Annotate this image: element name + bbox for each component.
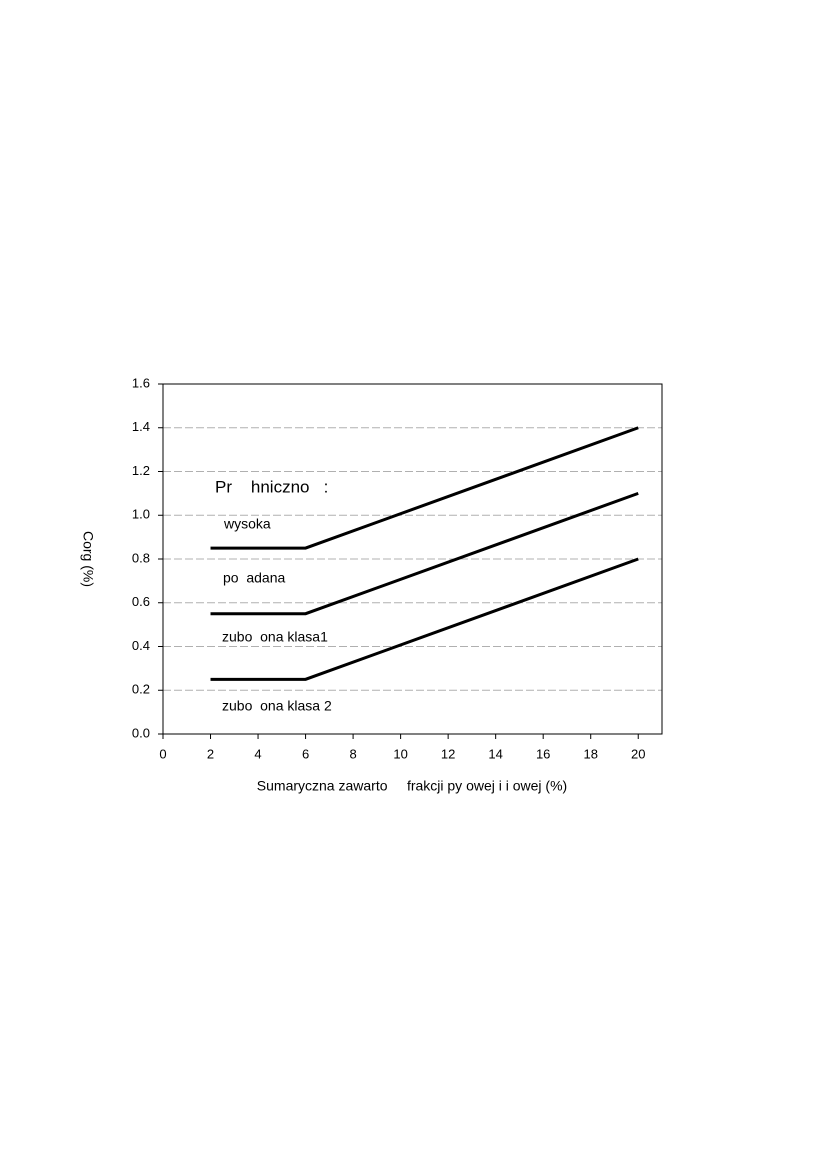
y-tick-label: 0.2 xyxy=(132,682,150,697)
y-tick-label: 0.8 xyxy=(132,550,150,565)
y-tick-label: 1.0 xyxy=(132,507,150,522)
line xyxy=(210,557,639,681)
annotation: zubo ona klasa1 xyxy=(222,629,328,645)
x-tick-label: 20 xyxy=(631,746,645,761)
y-tick-label: 1.4 xyxy=(132,419,150,434)
plot-frame xyxy=(162,383,663,735)
y-tick-label: 1.2 xyxy=(132,463,150,478)
annotation: Pr hniczno : xyxy=(215,477,328,496)
x-tick-label: 18 xyxy=(583,746,597,761)
annotation: wysoka xyxy=(223,516,271,532)
x-tick-label: 12 xyxy=(441,746,455,761)
x-axis-label: Sumaryczna zawarto frakcji py owej i i o… xyxy=(257,778,567,794)
x-tick-label: 6 xyxy=(302,746,309,761)
annotation: po adana xyxy=(223,570,285,586)
line xyxy=(210,491,639,616)
y-tick-label: 0.4 xyxy=(132,638,150,653)
y-tick-label: 0.0 xyxy=(132,725,150,740)
y-tick-label: 0.6 xyxy=(132,594,150,609)
x-tick-label: 0 xyxy=(159,746,166,761)
x-tick-label: 10 xyxy=(393,746,407,761)
line xyxy=(210,426,639,550)
x-tick-label: 2 xyxy=(207,746,214,761)
annotation: zubo ona klasa 2 xyxy=(222,698,332,714)
y-tick-label: 1.6 xyxy=(132,375,150,390)
x-tick-label: 8 xyxy=(349,746,356,761)
x-tick-label: 4 xyxy=(254,746,261,761)
x-tick-label: 14 xyxy=(488,746,502,761)
y-axis-label: Corg (%) xyxy=(80,531,96,587)
x-tick-label: 16 xyxy=(536,746,550,761)
